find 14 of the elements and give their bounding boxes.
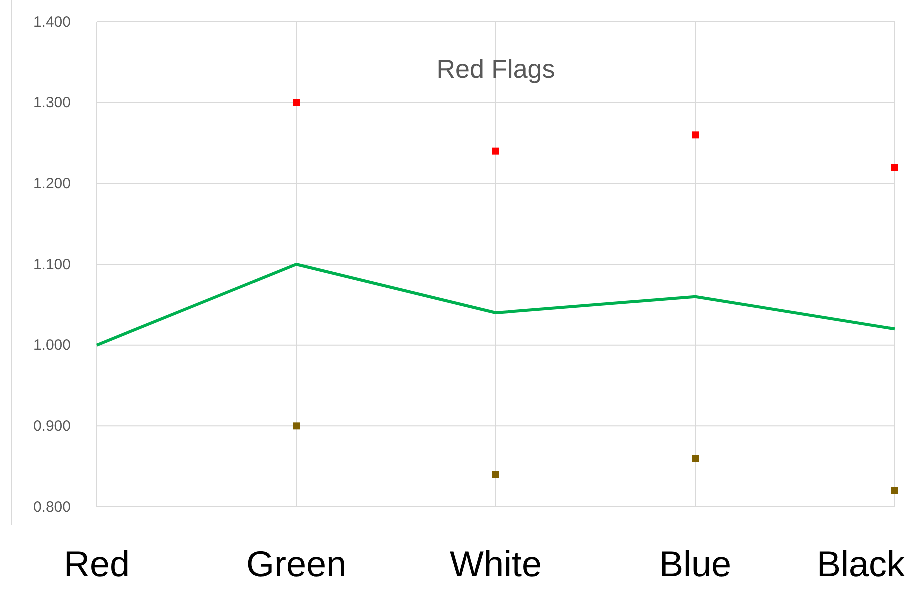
y-tick-label: 1.300 (33, 94, 71, 112)
x-tick-label: Green (246, 544, 347, 585)
y-tick-label: 1.200 (33, 175, 71, 192)
line-series (96, 263, 896, 347)
y-tick-label: 1.100 (33, 256, 71, 274)
x-tick-label: White (450, 544, 542, 585)
x-tick-label: Black (816, 544, 906, 585)
y-tick-label: 0.900 (33, 418, 71, 435)
y-tick-label: 1.000 (33, 337, 71, 354)
x-tick-label: Red (64, 544, 130, 585)
y-tick-label: 0.800 (33, 498, 71, 516)
y-tick-label: 1.400 (33, 14, 71, 31)
text: Red Flags (436, 54, 556, 84)
x-tick-label: Blue (659, 544, 732, 585)
